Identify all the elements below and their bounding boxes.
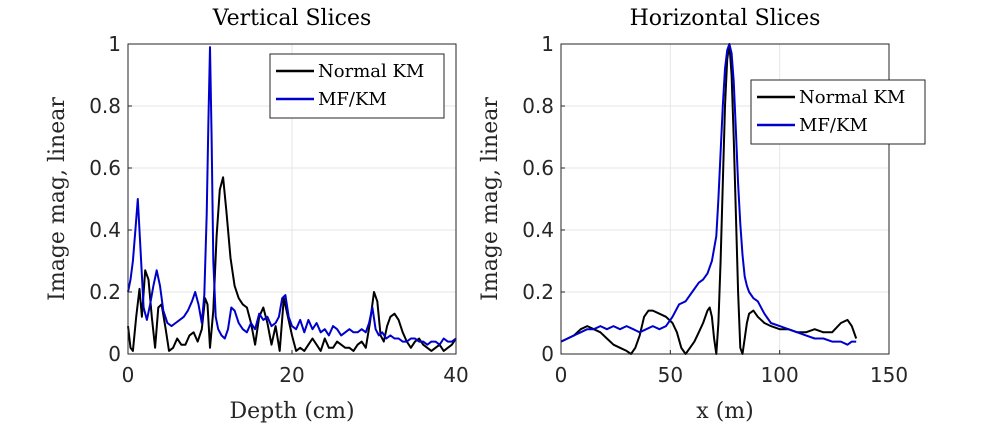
x-tick-label: 20: [279, 363, 304, 387]
series-layer: [127, 46, 457, 352]
series-layer: [560, 43, 858, 355]
y-tick-label: 0.8: [522, 94, 554, 118]
x-tick-label: 0: [555, 363, 568, 387]
legend: Normal KM MF/KM: [750, 79, 926, 145]
x-axis-label: x (m): [696, 399, 753, 424]
x-tick-label: 100: [761, 363, 799, 387]
vertical-slices-panel: 0 20 40 0 0.2 0.4 0.6 0.8 1 Vertical Slices Dept…: [45, 6, 469, 424]
y-axis-label: Image mag, linear: [478, 97, 503, 301]
y-tick-label: 0.4: [522, 218, 554, 242]
y-tick-label: 0.6: [522, 156, 554, 180]
x-tick-label: 50: [658, 363, 683, 387]
y-tick-label: 0.6: [89, 156, 121, 180]
series-line-mf-km: [127, 46, 457, 346]
y-tick-label: 0: [108, 342, 121, 366]
chart-title: Horizontal Slices: [630, 6, 821, 31]
legend-label-mf-km: MF/KM: [799, 115, 868, 136]
axes-frame: [560, 43, 890, 355]
legend-label-normal-km: Normal KM: [318, 61, 424, 82]
y-tick-label: 0.4: [89, 218, 121, 242]
x-tick-label: 40: [443, 363, 468, 387]
legend-label-mf-km: MF/KM: [318, 89, 387, 110]
y-tick-label: 0: [541, 342, 554, 366]
ticks: 0 20 40 0 0.2 0.4 0.6 0.8 1: [89, 32, 469, 387]
legend: Normal KM MF/KM: [269, 53, 445, 119]
horizontal-slices-panel: 0 50 100 150 0 0.2 0.4 0.6 0.8 1 Horizontal Slice…: [478, 6, 926, 424]
series-line-normal-km: [560, 43, 858, 355]
ticks: 0 50 100 150 0 0.2 0.4 0.6 0.8 1: [522, 32, 908, 387]
legend-box: [750, 79, 926, 145]
x-axis-label: Depth (cm): [229, 399, 354, 424]
series-line-mf-km: [560, 43, 857, 346]
legend-box: [269, 53, 445, 119]
y-axis-label: Image mag, linear: [45, 97, 70, 301]
y-tick-label: 1: [541, 32, 554, 56]
series-line-normal-km: [127, 176, 457, 352]
y-tick-label: 0.8: [89, 94, 121, 118]
x-tick-label: 0: [122, 363, 135, 387]
y-tick-label: 0.2: [89, 280, 121, 304]
legend-label-normal-km: Normal KM: [799, 87, 905, 108]
y-tick-label: 1: [108, 32, 121, 56]
y-tick-label: 0.2: [522, 280, 554, 304]
chart-title: Vertical Slices: [212, 6, 372, 31]
x-tick-label: 150: [870, 363, 908, 387]
